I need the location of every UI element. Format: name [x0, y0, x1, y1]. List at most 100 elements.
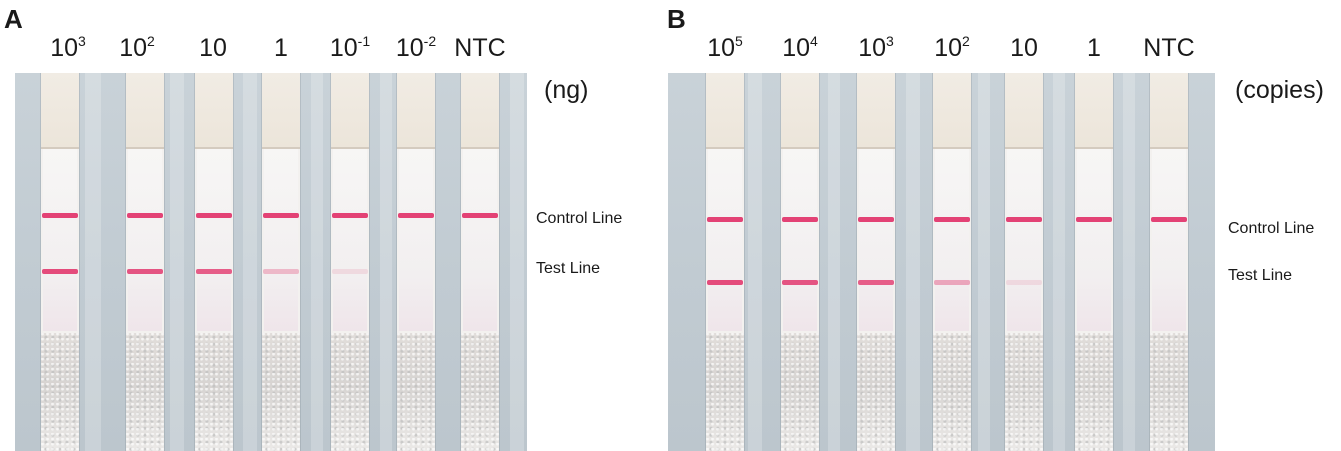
panel-b-letter: B [667, 4, 686, 34]
control-band [263, 213, 299, 218]
concentration-label: 102 [119, 33, 155, 62]
test-strip [1075, 73, 1113, 451]
reading-window [1152, 149, 1186, 331]
concentration-label: 10 [1010, 34, 1038, 62]
control-band [196, 213, 232, 218]
test-strip [41, 73, 79, 451]
test-strip [461, 73, 499, 451]
absorbent-pad [126, 333, 164, 451]
sample-pad [397, 73, 435, 149]
concentration-label: 105 [707, 33, 743, 62]
sample-pad [195, 73, 233, 149]
reading-window [399, 149, 433, 331]
concentration-label: NTC [1143, 34, 1195, 62]
test-strip-photo-a [15, 73, 527, 451]
control-band [782, 217, 818, 222]
unit-label: (ng) [544, 76, 589, 104]
absorbent-pad [857, 333, 895, 451]
sample-pad [706, 73, 744, 149]
concentration-label: 10-2 [395, 33, 437, 62]
concentration-label: 1 [274, 34, 288, 62]
absorbent-pad [331, 333, 369, 451]
concentration-label: 102 [934, 33, 970, 62]
concentration-label: NTC [454, 34, 506, 62]
test-strip [857, 73, 895, 451]
absorbent-pad [397, 333, 435, 451]
absorbent-pad [1075, 333, 1113, 451]
test-strip [126, 73, 164, 451]
reading-window [197, 149, 231, 331]
test-band [1006, 280, 1042, 285]
reading-window [935, 149, 969, 331]
test-strip [397, 73, 435, 451]
reading-window [264, 149, 298, 331]
absorbent-pad [781, 333, 819, 451]
sample-pad [1150, 73, 1188, 149]
test-line-label: Test Line [536, 260, 601, 277]
test-band [127, 269, 163, 274]
absorbent-pad [933, 333, 971, 451]
test-strip [1005, 73, 1043, 451]
sample-pad [41, 73, 79, 149]
control-line-label: Control Line [536, 210, 623, 227]
control-band [934, 217, 970, 222]
test-band [42, 269, 78, 274]
concentration-label: 10-1 [329, 33, 371, 62]
test-strip [195, 73, 233, 451]
test-strip [1150, 73, 1188, 451]
test-strip [706, 73, 744, 451]
concentration-label: 103 [858, 33, 894, 62]
control-band [1076, 217, 1112, 222]
unit-label: (copies) [1235, 76, 1324, 104]
test-strip-photo-b [668, 73, 1215, 451]
reading-window [859, 149, 893, 331]
test-band [263, 269, 299, 274]
sample-pad [262, 73, 300, 149]
test-strip [781, 73, 819, 451]
control-band [462, 213, 498, 218]
sample-pad [933, 73, 971, 149]
control-band [707, 217, 743, 222]
sample-pad [126, 73, 164, 149]
control-band [1151, 217, 1187, 222]
reading-window [783, 149, 817, 331]
test-band [707, 280, 743, 285]
test-strip [331, 73, 369, 451]
reading-window [708, 149, 742, 331]
sample-pad [331, 73, 369, 149]
absorbent-pad [1150, 333, 1188, 451]
control-band [858, 217, 894, 222]
concentration-label: 104 [782, 33, 818, 62]
test-band [332, 269, 368, 274]
reading-window [128, 149, 162, 331]
absorbent-pad [706, 333, 744, 451]
concentration-label: 10 [199, 34, 227, 62]
concentration-label: 103 [50, 33, 86, 62]
sample-pad [461, 73, 499, 149]
control-line-label: Control Line [1228, 220, 1315, 237]
reading-window [333, 149, 367, 331]
reading-window [1077, 149, 1111, 331]
sample-pad [1005, 73, 1043, 149]
control-band [398, 213, 434, 218]
absorbent-pad [1005, 333, 1043, 451]
sample-pad [857, 73, 895, 149]
test-line-label: Test Line [1228, 267, 1293, 284]
control-band [42, 213, 78, 218]
test-band [196, 269, 232, 274]
test-band [858, 280, 894, 285]
sample-pad [1075, 73, 1113, 149]
absorbent-pad [461, 333, 499, 451]
concentration-label: 1 [1087, 34, 1101, 62]
absorbent-pad [41, 333, 79, 451]
absorbent-pad [195, 333, 233, 451]
test-band [782, 280, 818, 285]
control-band [1006, 217, 1042, 222]
panel-a-letter: A [4, 4, 23, 34]
sample-pad [781, 73, 819, 149]
control-band [332, 213, 368, 218]
reading-window [43, 149, 77, 331]
test-strip [933, 73, 971, 451]
reading-window [463, 149, 497, 331]
test-band [934, 280, 970, 285]
